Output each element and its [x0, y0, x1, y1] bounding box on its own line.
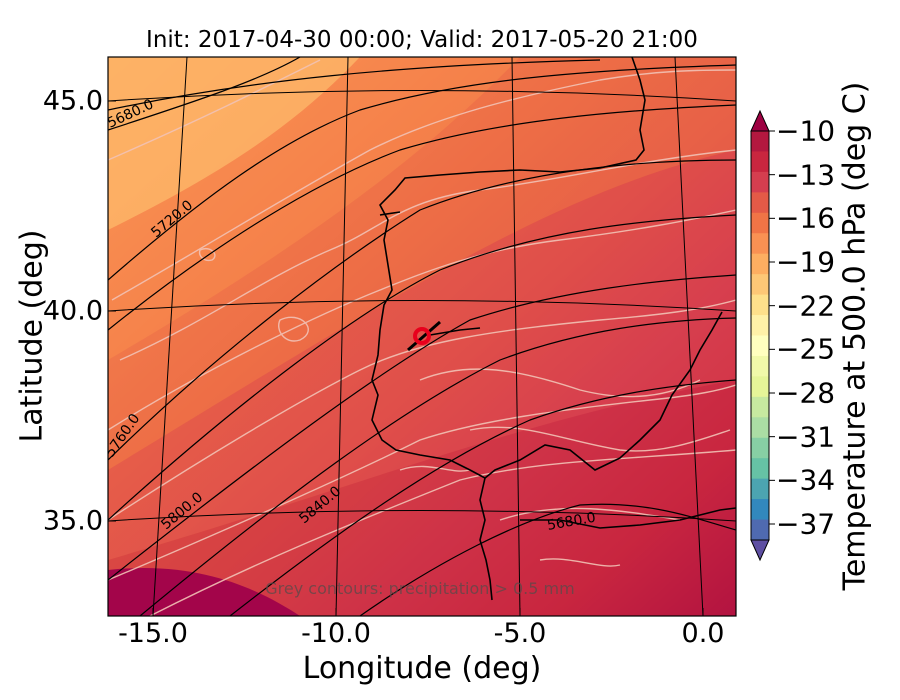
coastline — [371, 57, 736, 601]
colorbar-swatch — [751, 233, 769, 255]
x-tick-label: -15.0 — [118, 618, 188, 649]
graticule — [108, 57, 736, 616]
y-tick-label: 45.0 — [42, 85, 103, 117]
colorbar-tick-label: −37 — [776, 507, 836, 541]
colorbar-swatch — [751, 253, 769, 275]
colorbar-tick-label: −10 — [776, 114, 836, 148]
colorbar-frame — [750, 130, 770, 541]
colorbar-tick-label: −25 — [776, 332, 836, 366]
colorbar — [750, 109, 775, 562]
map-area: 5680.0 5720.0 5760.0 5800.0 5840.0 5680.… — [108, 57, 736, 616]
precip-note: Grey contours: precipitation > 0.5 mm — [265, 579, 574, 598]
y-tick-label: 40.0 — [42, 295, 103, 327]
colorbar-swatch — [751, 274, 769, 296]
colorbar-swatch — [751, 417, 769, 439]
temp-band — [108, 150, 736, 560]
colorbar-tick-label: −16 — [776, 201, 836, 235]
colorbar-tick-label: −13 — [776, 158, 836, 192]
colorbar-swatch — [751, 458, 769, 480]
colorbar-tick-label: −28 — [776, 376, 836, 410]
x-tick-label: -10.0 — [301, 618, 371, 649]
location-marker — [407, 320, 441, 352]
y-tick-label: 35.0 — [42, 505, 103, 537]
colorbar-tick-label: −19 — [776, 245, 836, 279]
colorbar-swatch — [751, 519, 769, 541]
temp-band-warm — [108, 57, 360, 230]
colorbar-swatch — [751, 294, 769, 316]
x-tick-label: 0.0 — [681, 618, 725, 649]
y-axis-label: Latitude (deg) — [14, 229, 50, 443]
temp-band-coldest — [108, 568, 300, 616]
colorbar-tick-label: −34 — [776, 463, 836, 497]
plot-title: Init: 2017-04-30 00:00; Valid: 2017-05-2… — [146, 27, 698, 53]
colorbar-swatch — [751, 171, 769, 193]
colorbar-extend-top — [750, 109, 770, 132]
colorbar-extend-bottom — [750, 539, 770, 562]
colorbar-tick-label: −22 — [776, 289, 836, 323]
colorbar-swatch — [751, 376, 769, 398]
colorbar-swatch — [751, 478, 769, 500]
colorbar-swatch — [751, 355, 769, 377]
colorbar-swatch — [751, 335, 769, 357]
axes-frame — [107, 56, 737, 617]
colorbar-swatch — [751, 437, 769, 459]
colorbar-tick-label: −31 — [776, 420, 836, 454]
x-tick-label: -5.0 — [493, 618, 547, 649]
colorbar-swatch — [751, 499, 769, 521]
colorbar-swatch — [751, 212, 769, 234]
temp-band-cold — [108, 380, 736, 616]
colorbar-swatch — [751, 131, 769, 152]
colorbar-swatch — [751, 192, 769, 214]
colorbar-swatch — [751, 315, 769, 336]
colorbar-swatch — [751, 151, 769, 173]
temp-band — [108, 57, 520, 360]
temp-band — [108, 57, 736, 470]
x-axis-label: Longitude (deg) — [302, 651, 542, 686]
colorbar-label: Temperature at 500.0 hPa (deg C) — [837, 81, 873, 591]
height-contours — [108, 57, 736, 616]
colorbar-swatch — [751, 396, 769, 418]
tick-marks — [108, 100, 704, 616]
